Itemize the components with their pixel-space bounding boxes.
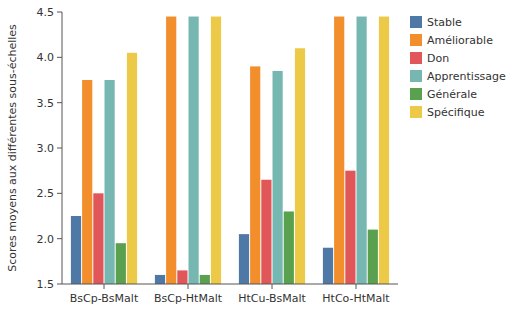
bars [71, 17, 389, 284]
legend-label: Améliorable [427, 34, 493, 47]
legend-swatch [410, 106, 422, 118]
legend-label: Apprentissage [427, 70, 506, 83]
bar [177, 270, 187, 284]
bar [323, 248, 333, 284]
bar [284, 211, 294, 284]
legend-swatch [410, 88, 422, 100]
x-tick [272, 284, 273, 289]
bar [116, 243, 126, 284]
legend-swatch [410, 16, 422, 28]
y-tick [57, 238, 62, 239]
x-tick [188, 284, 189, 289]
x-tick-label: BsCp-HtMalt [154, 292, 223, 305]
x-tick-label: HtCo-HtMalt [322, 292, 390, 305]
x-tick [356, 284, 357, 289]
y-tick [57, 284, 62, 285]
legend-label: Générale [427, 88, 477, 101]
x-axis-line [62, 284, 398, 285]
bar [261, 180, 271, 284]
y-tick [57, 102, 62, 103]
x-axis: BsCp-BsMalt BsCp-HtMalt HtCu-BsMalt HtCo-Ht… [70, 284, 391, 305]
chart-svg: 1.5 2.0 2.5 3.0 3.5 4.0 4.5 Scores moyens aux d… [0, 0, 515, 311]
x-tick-label: BsCp-BsMalt [70, 292, 139, 305]
y-tick [57, 12, 62, 13]
y-tick-label: 3.0 [37, 142, 55, 155]
bar [334, 17, 344, 284]
bar [211, 17, 221, 284]
bar [71, 216, 81, 284]
y-tick [57, 193, 62, 194]
chart-container: 1.5 2.0 2.5 3.0 3.5 4.0 4.5 Scores moyens aux d… [0, 0, 515, 311]
bar [127, 53, 137, 284]
bar [189, 17, 199, 284]
y-tick-label: 2.0 [37, 233, 55, 246]
legend-swatch [410, 52, 422, 64]
bar [368, 230, 378, 284]
y-tick [57, 148, 62, 149]
bar [295, 48, 305, 284]
bar [379, 17, 389, 284]
bar [82, 80, 92, 284]
bar [155, 275, 165, 284]
bar [250, 66, 260, 284]
y-tick-label: 4.5 [37, 6, 55, 19]
y-axis-line [62, 12, 63, 284]
x-tick-label: HtCu-BsMalt [238, 292, 306, 305]
legend-swatch [410, 70, 422, 82]
y-tick-label: 2.5 [37, 187, 55, 200]
bar [200, 275, 210, 284]
bar [273, 71, 283, 284]
x-tick [104, 284, 105, 289]
legend-label: Don [427, 52, 449, 65]
legend-label: Spécifique [427, 106, 485, 119]
bar [357, 17, 367, 284]
y-axis-label: Scores moyens aux différentes sous-échel… [6, 24, 19, 272]
bar [239, 234, 249, 284]
bar [166, 17, 176, 284]
y-tick-label: 4.0 [37, 51, 55, 64]
legend: Stable Améliorable Don Apprentissage Général… [410, 16, 506, 119]
y-tick-label: 1.5 [37, 278, 55, 291]
bar [93, 193, 103, 284]
bar [345, 171, 355, 284]
legend-label: Stable [427, 16, 462, 29]
y-tick-label: 3.5 [37, 97, 55, 110]
y-tick [57, 57, 62, 58]
bar [105, 80, 115, 284]
legend-swatch [410, 34, 422, 46]
y-axis: 1.5 2.0 2.5 3.0 3.5 4.0 4.5 [37, 6, 63, 291]
